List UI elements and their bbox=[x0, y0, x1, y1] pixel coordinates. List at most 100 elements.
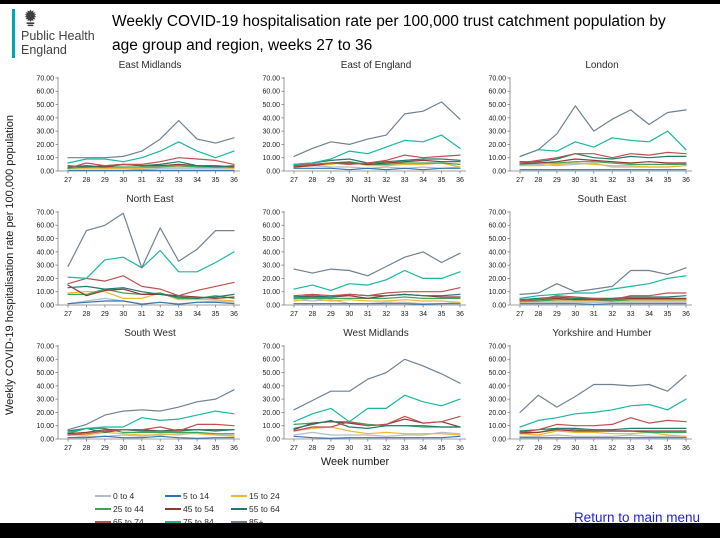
svg-text:0.00: 0.00 bbox=[492, 168, 506, 175]
svg-text:70.00: 70.00 bbox=[262, 75, 280, 82]
svg-text:29: 29 bbox=[101, 445, 109, 452]
legend-label: 5 to 14 bbox=[183, 490, 209, 501]
svg-text:70.00: 70.00 bbox=[488, 75, 506, 82]
svg-text:32: 32 bbox=[156, 177, 164, 184]
chart-yorkshire-and-humber: Yorkshire and Humber 0.00 10.00 20.00 30.00… bbox=[474, 328, 700, 462]
svg-text:36: 36 bbox=[682, 311, 690, 318]
svg-text:34: 34 bbox=[419, 311, 427, 318]
svg-text:28: 28 bbox=[309, 445, 317, 452]
svg-text:29: 29 bbox=[101, 311, 109, 318]
legend: 0 to 4 5 to 14 15 to 24 25 to 44 45 to 54 55 … bbox=[95, 489, 305, 528]
svg-text:30.00: 30.00 bbox=[488, 397, 506, 404]
svg-text:27: 27 bbox=[64, 311, 72, 318]
phe-logo-line2: England bbox=[21, 43, 67, 57]
svg-text:40.00: 40.00 bbox=[36, 115, 54, 122]
svg-text:20.00: 20.00 bbox=[488, 410, 506, 417]
svg-text:70.00: 70.00 bbox=[36, 209, 54, 216]
svg-text:60.00: 60.00 bbox=[36, 89, 54, 96]
svg-text:35: 35 bbox=[438, 445, 446, 452]
svg-text:40.00: 40.00 bbox=[36, 249, 54, 256]
svg-text:30.00: 30.00 bbox=[488, 263, 506, 270]
svg-text:20.00: 20.00 bbox=[488, 142, 506, 149]
chart-title: North East bbox=[126, 194, 174, 205]
svg-text:10.00: 10.00 bbox=[36, 423, 54, 430]
chart-title: South East bbox=[577, 194, 627, 205]
svg-text:32: 32 bbox=[382, 445, 390, 452]
legend-swatch bbox=[231, 494, 247, 497]
svg-text:32: 32 bbox=[156, 445, 164, 452]
svg-text:10.00: 10.00 bbox=[262, 289, 280, 296]
svg-text:31: 31 bbox=[364, 445, 372, 452]
svg-text:50.00: 50.00 bbox=[262, 236, 280, 243]
svg-text:36: 36 bbox=[456, 311, 464, 318]
legend-item-45-to-54: 45 to 54 bbox=[165, 502, 231, 515]
legend-swatch bbox=[165, 494, 181, 497]
phe-logo-text: Public Health England bbox=[21, 29, 95, 57]
svg-text:50.00: 50.00 bbox=[36, 102, 54, 109]
legend-item-75-to-84: 75 to 84 bbox=[165, 515, 231, 528]
svg-text:50.00: 50.00 bbox=[488, 236, 506, 243]
svg-text:36: 36 bbox=[456, 445, 464, 452]
chart-east-midlands: East Midlands 0.00 10.00 20.00 30.00 40.00 50… bbox=[22, 60, 248, 194]
chart-east-of-england: East of England 0.00 10.00 20.00 30.00 40.00… bbox=[248, 60, 474, 194]
svg-text:35: 35 bbox=[212, 177, 220, 184]
svg-text:33: 33 bbox=[401, 311, 409, 318]
svg-text:30: 30 bbox=[571, 177, 579, 184]
return-to-main-menu-link[interactable]: Return to main menu bbox=[573, 510, 700, 525]
svg-text:50.00: 50.00 bbox=[262, 370, 280, 377]
svg-text:33: 33 bbox=[175, 311, 183, 318]
phe-crest-icon bbox=[24, 9, 37, 27]
svg-text:35: 35 bbox=[438, 177, 446, 184]
svg-text:29: 29 bbox=[553, 445, 561, 452]
legend-item-5-to-14: 5 to 14 bbox=[165, 489, 231, 502]
svg-text:0.00: 0.00 bbox=[40, 168, 54, 175]
svg-text:10.00: 10.00 bbox=[262, 155, 280, 162]
chart-north-east: North East 0.00 10.00 20.00 30.00 40.00 50.00… bbox=[22, 194, 248, 328]
chart-title: East of England bbox=[340, 60, 412, 71]
svg-text:30: 30 bbox=[345, 311, 353, 318]
svg-text:70.00: 70.00 bbox=[262, 343, 280, 350]
x-axis-label: Week number bbox=[320, 456, 390, 468]
svg-text:28: 28 bbox=[535, 445, 543, 452]
chart-title: West Midlands bbox=[343, 328, 409, 339]
svg-text:34: 34 bbox=[419, 445, 427, 452]
svg-text:0.00: 0.00 bbox=[492, 436, 506, 443]
svg-text:20.00: 20.00 bbox=[36, 142, 54, 149]
svg-text:34: 34 bbox=[193, 445, 201, 452]
svg-text:35: 35 bbox=[664, 177, 672, 184]
svg-text:0.00: 0.00 bbox=[266, 302, 280, 309]
svg-text:34: 34 bbox=[645, 311, 653, 318]
page-title: Weekly COVID-19 hospitalisation rate per… bbox=[112, 10, 712, 57]
svg-text:10.00: 10.00 bbox=[488, 155, 506, 162]
chart-plot-south-west: 0.00 10.00 20.00 30.00 40.00 50.00 60.00 70.00 2… bbox=[36, 343, 240, 452]
svg-text:0.00: 0.00 bbox=[40, 302, 54, 309]
svg-text:29: 29 bbox=[553, 177, 561, 184]
svg-text:32: 32 bbox=[382, 177, 390, 184]
chart-plot-east-of-england: 0.00 10.00 20.00 30.00 40.00 50.00 60.00 70.00 2… bbox=[262, 75, 466, 184]
svg-text:70.00: 70.00 bbox=[262, 209, 280, 216]
legend-swatch bbox=[231, 507, 247, 510]
chart-south-east: South East 0.00 10.00 20.00 30.00 40.00 50.00… bbox=[474, 194, 700, 328]
legend-label: 85+ bbox=[249, 516, 264, 527]
svg-text:40.00: 40.00 bbox=[36, 383, 54, 390]
svg-text:29: 29 bbox=[327, 311, 335, 318]
svg-text:28: 28 bbox=[309, 311, 317, 318]
svg-text:20.00: 20.00 bbox=[262, 142, 280, 149]
chart-plot-north-east: 0.00 10.00 20.00 30.00 40.00 50.00 60.00 70.00 2… bbox=[36, 209, 240, 318]
legend-label: 45 to 54 bbox=[183, 503, 214, 514]
page-title-line1: Weekly COVID-19 hospitalisation rate per… bbox=[112, 13, 666, 30]
svg-text:29: 29 bbox=[327, 445, 335, 452]
svg-text:70.00: 70.00 bbox=[488, 209, 506, 216]
svg-text:34: 34 bbox=[193, 177, 201, 184]
svg-text:60.00: 60.00 bbox=[488, 357, 506, 364]
svg-text:70.00: 70.00 bbox=[36, 75, 54, 82]
svg-text:33: 33 bbox=[401, 177, 409, 184]
svg-text:28: 28 bbox=[535, 311, 543, 318]
svg-text:20.00: 20.00 bbox=[36, 276, 54, 283]
svg-text:27: 27 bbox=[290, 445, 298, 452]
svg-text:35: 35 bbox=[664, 311, 672, 318]
svg-text:20.00: 20.00 bbox=[262, 410, 280, 417]
top-black-bar bbox=[0, 0, 720, 4]
chart-north-west: North West 0.00 10.00 20.00 30.00 40.00 50.00… bbox=[248, 194, 474, 328]
